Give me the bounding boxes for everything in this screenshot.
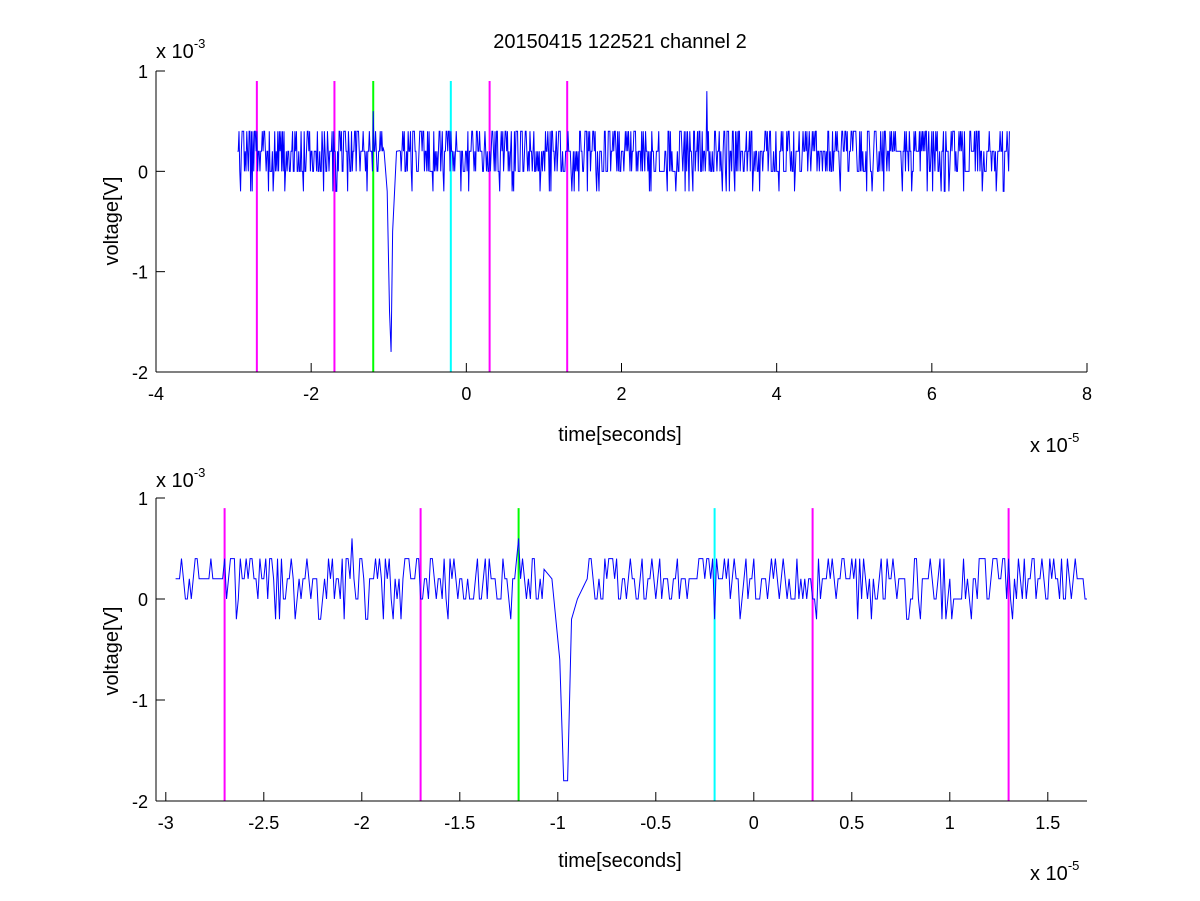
bottom-plot-x-tick-label: -1 (550, 813, 566, 833)
bottom-plot-y-tick-labels: -2 -1 0 1 (132, 489, 148, 812)
top-plot-x-axis-label: time[seconds] (558, 424, 681, 446)
top-plot-y-tick-label: 1 (138, 62, 148, 82)
bottom-plot-x-tick-label: -0.5 (640, 813, 671, 833)
bottom-plot-series (175, 538, 1087, 782)
chart-title: 20150415 122521 channel 2 (493, 31, 747, 53)
bottom-plot-x-tick-label: 1.5 (1035, 813, 1060, 833)
bottom-plot-y-tick-label: 0 (138, 590, 148, 610)
top-plot-x-tick-label: -2 (303, 384, 319, 404)
top-plot-x-tick-label: 0 (461, 384, 471, 404)
bottom-plot: -3 -2.5 -2 -1.5 -1 -0.5 0 0.5 1 1.5 -2 -1 0 1 time[s… (101, 465, 1087, 885)
bottom-plot-y-tick-label: -2 (132, 792, 148, 812)
bottom-plot-y-multiplier: x 10-3 (156, 465, 205, 492)
top-plot-x-tick-label: 8 (1082, 384, 1092, 404)
bottom-plot-x-tick-label: -2 (354, 813, 370, 833)
top-plot-x-tick-label: 2 (616, 384, 626, 404)
top-plot-x-multiplier: x 10-5 (1030, 430, 1079, 457)
top-plot-y-tick-labels: -2 -1 0 1 (132, 62, 148, 383)
bottom-plot-x-tick-labels: -3 -2.5 -2 -1.5 -1 -0.5 0 0.5 1 1.5 (158, 813, 1061, 833)
top-plot-voltage-trace (237, 91, 1010, 352)
top-plot-x-tick-labels: -4 -2 0 2 4 6 8 (148, 384, 1092, 404)
bottom-plot-x-multiplier-exponent: -5 (1068, 858, 1080, 873)
bottom-plot-x-tick-label: -1.5 (444, 813, 475, 833)
top-plot-y-tick-label: -2 (132, 363, 148, 383)
top-plot-y-multiplier-base: x 10 (156, 41, 194, 63)
top-plot-y-tick-label: -1 (132, 263, 148, 283)
bottom-plot-voltage-trace (175, 538, 1087, 782)
top-plot-y-multiplier: x 10-3 (156, 36, 205, 63)
top-plot-x-multiplier-exponent: -5 (1068, 430, 1080, 445)
bottom-plot-x-multiplier: x 10-5 (1030, 858, 1079, 885)
top-plot-ticks (155, 70, 1088, 373)
top-plot-y-multiplier-exponent: -3 (194, 36, 206, 51)
top-plot-x-tick-label: 4 (772, 384, 782, 404)
top-plot-x-multiplier-base: x 10 (1030, 435, 1068, 457)
top-plot-y-axis-label: voltage[V] (101, 177, 123, 266)
bottom-plot-y-axis-label: voltage[V] (101, 607, 123, 696)
top-plot-x-tick-label: 6 (927, 384, 937, 404)
bottom-plot-x-tick-label: 0.5 (839, 813, 864, 833)
top-plot-y-tick-label: 0 (138, 162, 148, 182)
bottom-plot-y-tick-label: 1 (138, 489, 148, 509)
top-plot-markers (255, 81, 569, 372)
top-plot-x-tick-label: -4 (148, 384, 164, 404)
bottom-plot-markers (223, 508, 1010, 801)
top-plot: 20150415 122521 channel 2 -4 -2 0 2 4 6 8 -2-1… (101, 31, 1092, 457)
bottom-plot-x-tick-label: 0 (749, 813, 759, 833)
bottom-plot-x-tick-label: -2.5 (248, 813, 279, 833)
bottom-plot-y-multiplier-exponent: -3 (194, 465, 206, 480)
bottom-plot-y-tick-label: -1 (132, 691, 148, 711)
bottom-plot-ticks (155, 497, 1087, 802)
bottom-plot-x-axis-label: time[seconds] (558, 850, 681, 872)
bottom-plot-x-tick-label: 1 (945, 813, 955, 833)
bottom-plot-y-multiplier-base: x 10 (156, 470, 194, 492)
bottom-plot-x-tick-label: -3 (158, 813, 174, 833)
bottom-plot-x-multiplier-base: x 10 (1030, 863, 1068, 885)
top-plot-series (237, 91, 1010, 352)
